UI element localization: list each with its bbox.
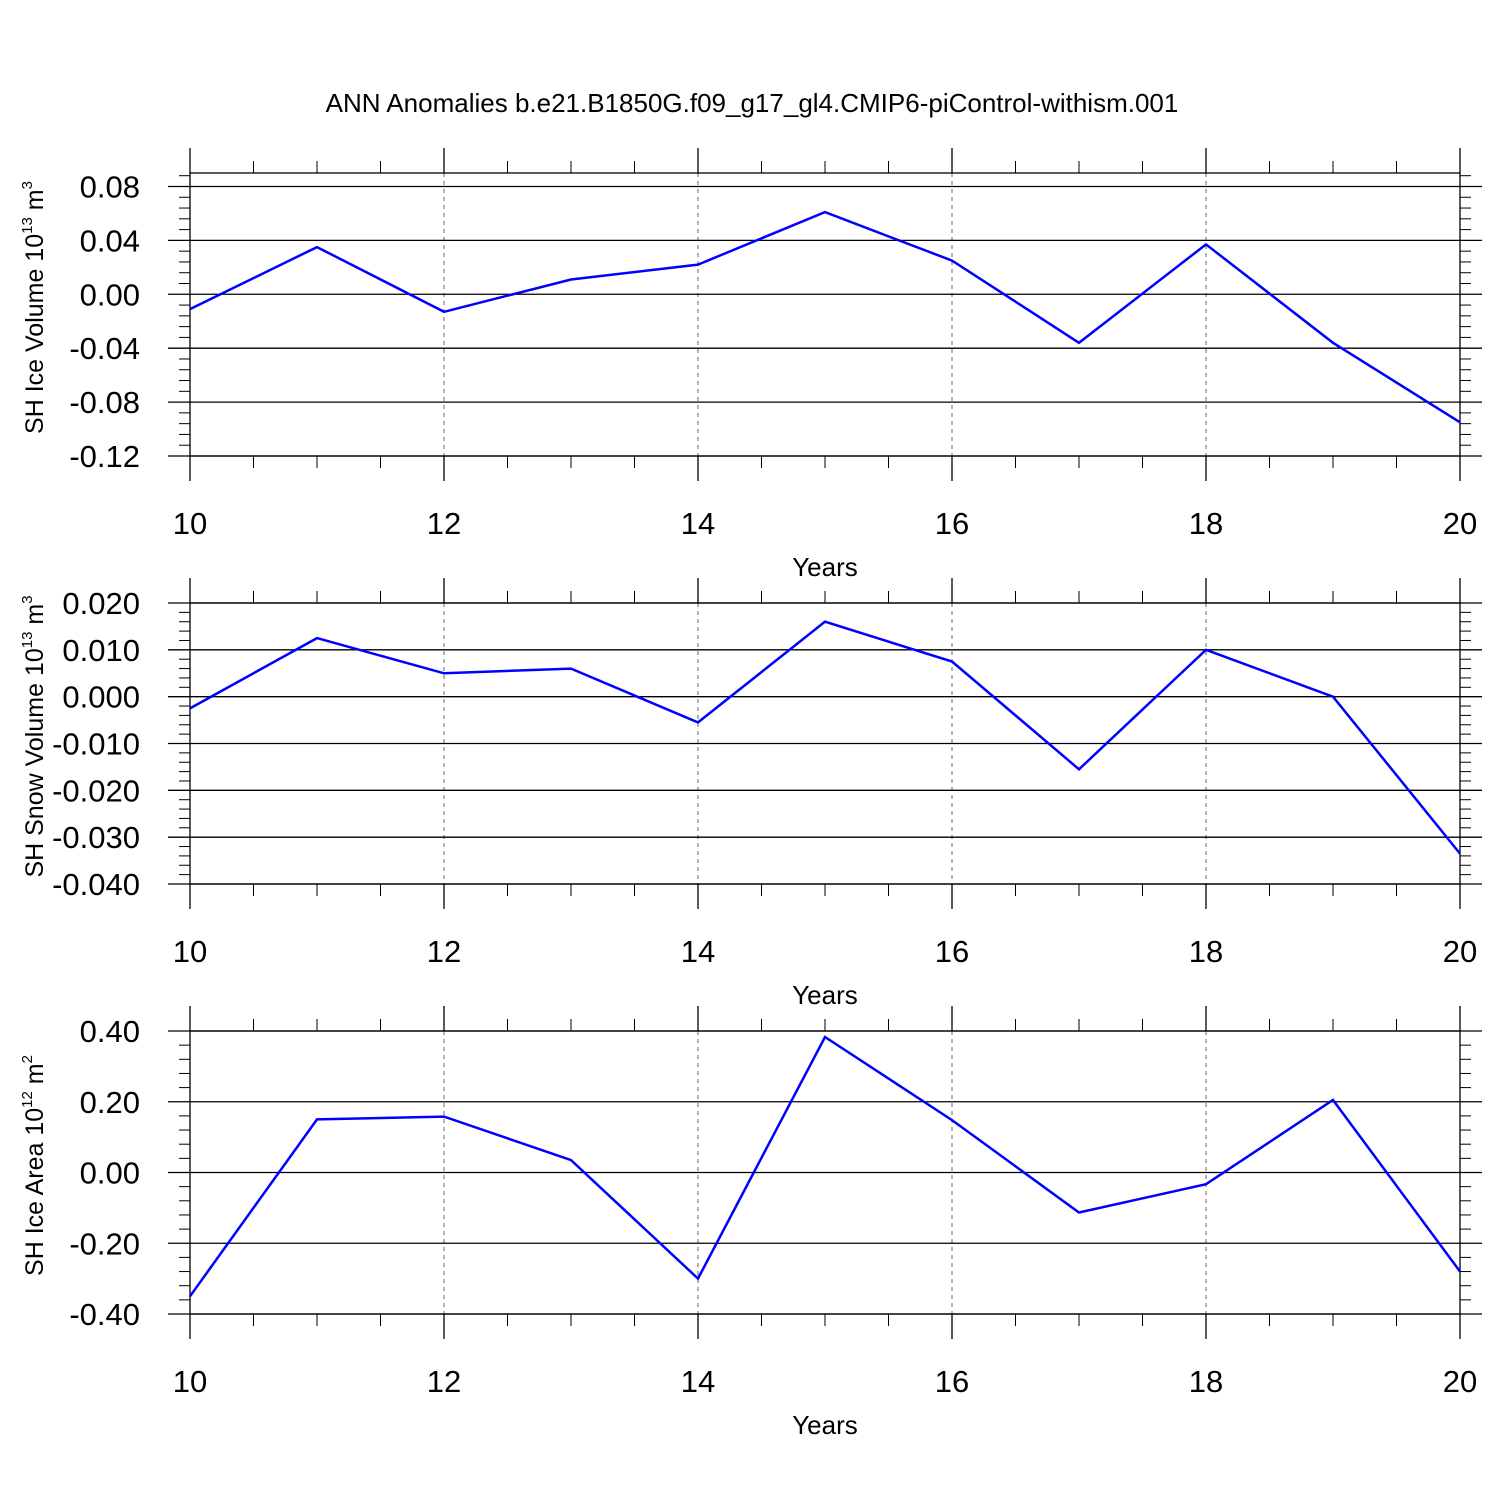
chart-panel-3: 10 12 14 16 18 20 0.40 0.20 0.00 -0.20 -0.40 Years S… [19,1006,1482,1440]
y-tick-label: 0.20 [80,1085,140,1120]
data-point [442,671,446,675]
y-tick-label: -0.20 [69,1226,140,1261]
y-axis-label-text: SH Ice Volume 10 [21,234,49,434]
y-tick-label: -0.040 [52,867,140,902]
y-tick-label: -0.12 [69,439,140,474]
x-tick-label: 10 [173,934,207,969]
chart-panel-1: 10 12 14 16 18 20 0.08 0.04 0.00 -0.04 -0.08 -0.12 Y… [19,148,1482,582]
y-axis-label-unit-exponent: 3 [19,181,36,189]
data-point [315,245,319,249]
data-point [1204,648,1208,652]
plot-frame [189,172,1461,457]
data-point [950,660,954,664]
y-tick-label: -0.020 [52,773,140,808]
y-axis-label-text: SH Snow Volume 10 [21,648,49,877]
y-tick-label: -0.010 [52,727,140,762]
data-point [823,620,827,624]
x-tick-label: 10 [173,506,207,541]
data-point [950,1118,954,1122]
y-axis-label-unit-exponent: 3 [19,595,36,603]
data-point [442,1115,446,1119]
x-tick-label: 12 [427,934,461,969]
y-tick-label: 0.08 [80,169,140,204]
x-axis-label: Years [792,552,858,582]
data-point [823,210,827,214]
data-point [315,1117,319,1121]
series-line [189,620,1461,855]
y-axis-label: SH Ice Volume 1013 m3 [19,181,49,434]
y-tick-label: -0.030 [52,820,140,855]
y-axis-label-unit: m [21,189,49,217]
data-point [1204,242,1208,246]
y-tick-label: -0.04 [69,331,140,366]
x-tick-label: 12 [427,506,461,541]
x-tick-label: 10 [173,1364,207,1399]
x-tick-label: 16 [935,934,969,969]
y-axis-label-unit-exponent: 2 [19,1055,36,1063]
y-tick-label: 0.010 [62,633,140,668]
y-axis-label-exponent: 13 [19,632,36,649]
y-axis-label-unit: m [21,604,49,632]
y-axis-label: SH Ice Area 1012 m2 [19,1055,49,1276]
x-tick-label: 18 [1189,934,1223,969]
y-axis-label-exponent: 12 [19,1091,36,1108]
x-tick-label: 16 [935,1364,969,1399]
x-tick-label: 18 [1189,1364,1223,1399]
data-point [1331,1098,1335,1102]
y-axis-label-unit: m [21,1063,49,1091]
x-axis-label: Years [792,980,858,1010]
data-point [696,720,700,724]
y-tick-label: 0.000 [62,680,140,715]
x-tick-label: 14 [681,1364,715,1399]
x-tick-label: 14 [681,934,715,969]
data-point [950,259,954,263]
y-tick-label: 0.40 [80,1014,140,1049]
x-tick-label: 14 [681,506,715,541]
data-point [1077,341,1081,345]
data-point [696,263,700,267]
x-tick-label: 18 [1189,506,1223,541]
data-point [188,1294,192,1298]
data-point [1331,341,1335,345]
y-axis-label-text: SH Ice Area 10 [21,1108,49,1276]
y-tick-label: 0.00 [80,277,140,312]
x-tick-label: 20 [1443,1364,1477,1399]
data-point [569,1158,573,1162]
data-point [696,1277,700,1281]
y-axis-label-exponent: 13 [19,217,36,234]
y-tick-label: -0.08 [69,385,140,420]
data-point [1458,420,1462,424]
data-point [1204,1182,1208,1186]
data-point [1458,1270,1462,1274]
data-point [1458,852,1462,856]
data-point [188,706,192,710]
x-tick-label: 20 [1443,506,1477,541]
x-tick-label: 20 [1443,934,1477,969]
y-axis-label: SH Snow Volume 1013 m3 [19,595,49,877]
data-point [442,310,446,314]
figure-title: ANN Anomalies b.e21.B1850G.f09_g17_gl4.C… [326,88,1179,118]
x-tick-label: 16 [935,506,969,541]
data-point [188,307,192,311]
y-tick-label: -0.40 [69,1297,140,1332]
y-tick-label: 0.00 [80,1156,140,1191]
chart-panel-2: 10 12 14 16 18 20 0.020 0.010 0.000 -0.010 -0.020 -… [19,578,1482,1010]
data-point [569,667,573,671]
data-point [1077,767,1081,771]
y-tick-label: 0.020 [62,586,140,621]
data-point [315,636,319,640]
data-point [1331,695,1335,699]
series-line [189,210,1461,424]
data-point [569,277,573,281]
x-tick-label: 12 [427,1364,461,1399]
data-point [823,1035,827,1039]
series-line [188,1035,1462,1298]
x-axis-label: Years [792,1410,858,1440]
y-tick-label: 0.04 [80,223,140,258]
data-point [1077,1210,1081,1214]
